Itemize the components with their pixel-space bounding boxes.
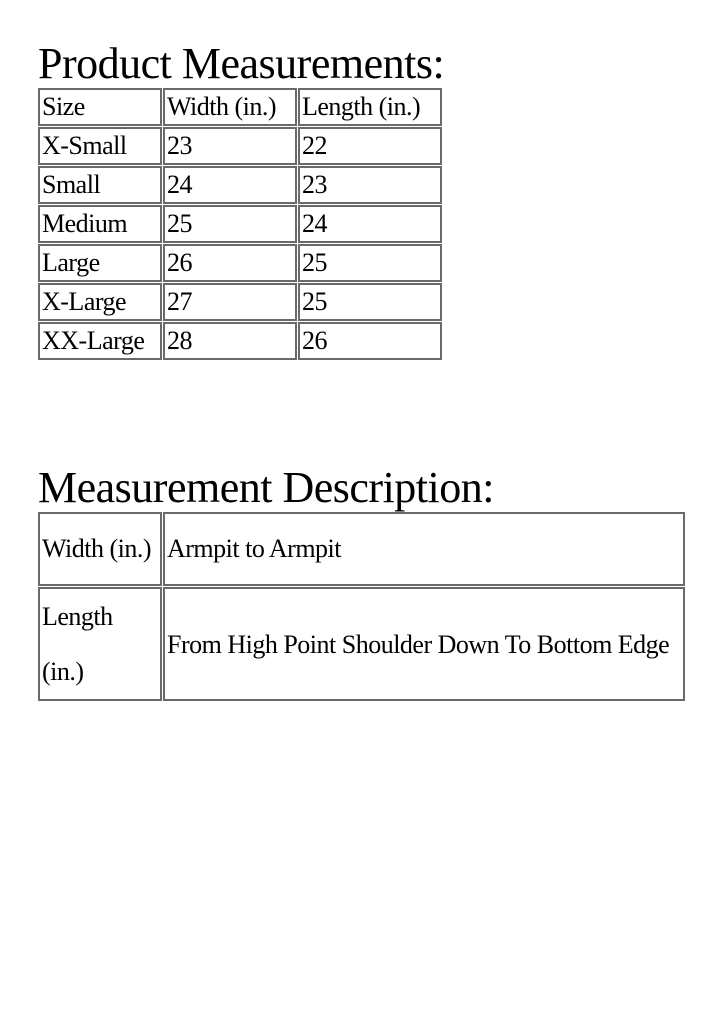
table-row: XX-Large 28 26	[38, 322, 442, 360]
size-cell: Large	[38, 244, 162, 282]
size-cell: Medium	[38, 205, 162, 243]
table-row: X-Large 27 25	[38, 283, 442, 321]
table-row: Medium 25 24	[38, 205, 442, 243]
size-cell: X-Large	[38, 283, 162, 321]
measurement-name-cell: Length (in.)	[38, 587, 162, 701]
table-row: X-Small 23 22	[38, 127, 442, 165]
width-cell: 26	[163, 244, 297, 282]
width-cell: 23	[163, 127, 297, 165]
length-cell: 26	[298, 322, 442, 360]
product-measurements-table: Size Width (in.) Length (in.) X-Small 23…	[37, 87, 443, 361]
table-row: Width (in.) Armpit to Armpit	[38, 512, 685, 586]
measurement-description-table: Width (in.) Armpit to Armpit Length (in.…	[37, 511, 686, 702]
width-cell: 24	[163, 166, 297, 204]
width-cell: 25	[163, 205, 297, 243]
table-row: Large 26 25	[38, 244, 442, 282]
length-cell: 25	[298, 244, 442, 282]
measurement-name-cell: Width (in.)	[38, 512, 162, 586]
size-cell: XX-Large	[38, 322, 162, 360]
table-row: Small 24 23	[38, 166, 442, 204]
length-cell: 22	[298, 127, 442, 165]
measurement-description-title: Measurement Description:	[38, 463, 494, 512]
width-cell: 27	[163, 283, 297, 321]
length-cell: 25	[298, 283, 442, 321]
header-width: Width (in.)	[163, 88, 297, 126]
header-length: Length (in.)	[298, 88, 442, 126]
table-header-row: Size Width (in.) Length (in.)	[38, 88, 442, 126]
size-cell: Small	[38, 166, 162, 204]
size-cell: X-Small	[38, 127, 162, 165]
table-row: Length (in.) From High Point Shoulder Do…	[38, 587, 685, 701]
length-cell: 23	[298, 166, 442, 204]
product-measurements-title: Product Measurements:	[38, 39, 445, 88]
length-cell: 24	[298, 205, 442, 243]
measurement-description-cell: Armpit to Armpit	[163, 512, 685, 586]
header-size: Size	[38, 88, 162, 126]
width-cell: 28	[163, 322, 297, 360]
measurement-description-cell: From High Point Shoulder Down To Bottom …	[163, 587, 685, 701]
